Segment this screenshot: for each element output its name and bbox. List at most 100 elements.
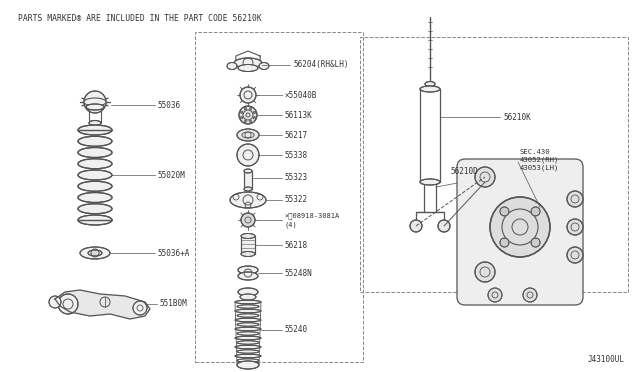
Circle shape bbox=[237, 144, 259, 166]
Ellipse shape bbox=[235, 336, 261, 340]
Circle shape bbox=[531, 207, 540, 216]
Ellipse shape bbox=[235, 300, 261, 304]
Ellipse shape bbox=[244, 169, 252, 173]
Ellipse shape bbox=[78, 148, 112, 157]
Circle shape bbox=[500, 207, 509, 216]
Circle shape bbox=[250, 120, 252, 123]
Ellipse shape bbox=[86, 104, 104, 110]
Text: 55020M: 55020M bbox=[157, 170, 185, 180]
Ellipse shape bbox=[78, 125, 112, 135]
Text: 56217: 56217 bbox=[284, 131, 307, 140]
Circle shape bbox=[240, 87, 256, 103]
Circle shape bbox=[475, 262, 495, 282]
Text: 55338: 55338 bbox=[284, 151, 307, 160]
Circle shape bbox=[531, 238, 540, 247]
Ellipse shape bbox=[78, 215, 112, 225]
Circle shape bbox=[58, 294, 78, 314]
Ellipse shape bbox=[238, 266, 258, 274]
Circle shape bbox=[567, 191, 583, 207]
Circle shape bbox=[239, 106, 257, 124]
Text: 55240: 55240 bbox=[284, 326, 307, 334]
Ellipse shape bbox=[84, 98, 106, 106]
Circle shape bbox=[253, 116, 255, 119]
Text: ×55040B: ×55040B bbox=[284, 90, 316, 99]
Ellipse shape bbox=[78, 159, 112, 169]
Text: 55248N: 55248N bbox=[284, 269, 312, 278]
Ellipse shape bbox=[259, 62, 269, 70]
Text: 56210D: 56210D bbox=[450, 167, 477, 176]
Ellipse shape bbox=[238, 272, 258, 280]
Ellipse shape bbox=[237, 314, 259, 317]
Circle shape bbox=[500, 238, 509, 247]
Bar bbox=[360, 37, 628, 292]
Ellipse shape bbox=[237, 350, 259, 353]
Ellipse shape bbox=[425, 81, 435, 87]
Text: ×Ⓝ08918-3081A: ×Ⓝ08918-3081A bbox=[284, 213, 339, 219]
Ellipse shape bbox=[230, 192, 266, 208]
Circle shape bbox=[475, 167, 495, 187]
Ellipse shape bbox=[78, 181, 112, 191]
Circle shape bbox=[567, 247, 583, 263]
Circle shape bbox=[84, 91, 106, 113]
Ellipse shape bbox=[420, 86, 440, 92]
Circle shape bbox=[133, 301, 147, 315]
Ellipse shape bbox=[78, 204, 112, 214]
Ellipse shape bbox=[235, 345, 261, 349]
Circle shape bbox=[244, 107, 246, 110]
Circle shape bbox=[253, 111, 256, 113]
FancyBboxPatch shape bbox=[457, 159, 583, 305]
Circle shape bbox=[410, 220, 422, 232]
Text: 55323: 55323 bbox=[284, 173, 307, 183]
Bar bbox=[241, 236, 255, 254]
Circle shape bbox=[438, 220, 450, 232]
Circle shape bbox=[49, 296, 61, 308]
Text: 43053(LH): 43053(LH) bbox=[520, 165, 559, 171]
Circle shape bbox=[240, 116, 243, 119]
Text: 56204(RH&LH): 56204(RH&LH) bbox=[293, 61, 349, 70]
Ellipse shape bbox=[237, 129, 259, 141]
Bar bbox=[241, 236, 255, 254]
Bar bbox=[244, 171, 252, 189]
Ellipse shape bbox=[235, 309, 261, 313]
Text: 55036+A: 55036+A bbox=[157, 248, 189, 257]
Ellipse shape bbox=[240, 294, 256, 300]
Circle shape bbox=[567, 219, 583, 235]
Ellipse shape bbox=[234, 58, 262, 68]
Circle shape bbox=[490, 197, 550, 257]
Text: 56218: 56218 bbox=[284, 241, 307, 250]
Text: 43052(RH): 43052(RH) bbox=[520, 157, 559, 163]
Ellipse shape bbox=[237, 359, 259, 362]
Ellipse shape bbox=[78, 170, 112, 180]
Ellipse shape bbox=[237, 341, 259, 344]
Circle shape bbox=[250, 108, 252, 110]
Ellipse shape bbox=[237, 332, 259, 335]
Ellipse shape bbox=[89, 121, 101, 125]
Text: PARTS MARKED® ARE INCLUDED IN THE PART CODE 56210K: PARTS MARKED® ARE INCLUDED IN THE PART C… bbox=[18, 14, 262, 23]
Bar bbox=[195, 32, 363, 362]
Circle shape bbox=[241, 111, 243, 113]
Ellipse shape bbox=[420, 179, 440, 185]
Ellipse shape bbox=[78, 136, 112, 146]
Ellipse shape bbox=[237, 361, 259, 369]
Circle shape bbox=[488, 288, 502, 302]
Ellipse shape bbox=[78, 192, 112, 202]
Text: J43100UL: J43100UL bbox=[588, 355, 625, 364]
Ellipse shape bbox=[235, 327, 261, 331]
Ellipse shape bbox=[227, 62, 237, 70]
Ellipse shape bbox=[244, 187, 252, 191]
Circle shape bbox=[241, 213, 255, 227]
Ellipse shape bbox=[237, 305, 259, 308]
Text: 551B0M: 551B0M bbox=[159, 299, 187, 308]
Ellipse shape bbox=[235, 354, 261, 358]
Text: 55036: 55036 bbox=[157, 100, 180, 109]
Bar bbox=[244, 171, 252, 189]
Ellipse shape bbox=[238, 64, 258, 71]
Circle shape bbox=[244, 120, 246, 123]
Ellipse shape bbox=[241, 251, 255, 257]
Text: 56210K: 56210K bbox=[503, 112, 531, 122]
Text: 55322: 55322 bbox=[284, 196, 307, 205]
Text: SEC.430: SEC.430 bbox=[520, 149, 550, 155]
Ellipse shape bbox=[238, 288, 258, 296]
Ellipse shape bbox=[235, 318, 261, 322]
Ellipse shape bbox=[80, 247, 110, 259]
